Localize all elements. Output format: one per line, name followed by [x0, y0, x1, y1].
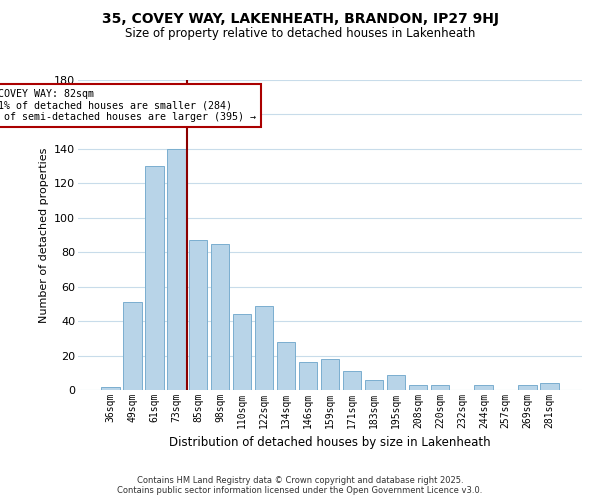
Bar — [409, 385, 427, 390]
Bar — [343, 371, 361, 390]
Bar — [541, 383, 559, 390]
Bar — [431, 385, 449, 390]
Bar — [255, 306, 274, 390]
Bar — [320, 359, 340, 390]
Bar — [233, 314, 251, 390]
Bar — [167, 149, 185, 390]
Text: Size of property relative to detached houses in Lakenheath: Size of property relative to detached ho… — [125, 28, 475, 40]
Bar — [518, 385, 537, 390]
Bar — [475, 385, 493, 390]
Bar — [277, 342, 295, 390]
Bar — [211, 244, 229, 390]
Text: 35 COVEY WAY: 82sqm
← 41% of detached houses are smaller (284)
57% of semi-detac: 35 COVEY WAY: 82sqm ← 41% of detached ho… — [0, 88, 256, 122]
Bar — [299, 362, 317, 390]
Text: Contains HM Land Registry data © Crown copyright and database right 2025.
Contai: Contains HM Land Registry data © Crown c… — [118, 476, 482, 495]
Bar — [365, 380, 383, 390]
Bar — [386, 374, 405, 390]
Y-axis label: Number of detached properties: Number of detached properties — [38, 148, 49, 322]
Bar — [145, 166, 164, 390]
X-axis label: Distribution of detached houses by size in Lakenheath: Distribution of detached houses by size … — [169, 436, 491, 450]
Bar — [101, 386, 119, 390]
Text: 35, COVEY WAY, LAKENHEATH, BRANDON, IP27 9HJ: 35, COVEY WAY, LAKENHEATH, BRANDON, IP27… — [101, 12, 499, 26]
Bar — [189, 240, 208, 390]
Bar — [123, 302, 142, 390]
